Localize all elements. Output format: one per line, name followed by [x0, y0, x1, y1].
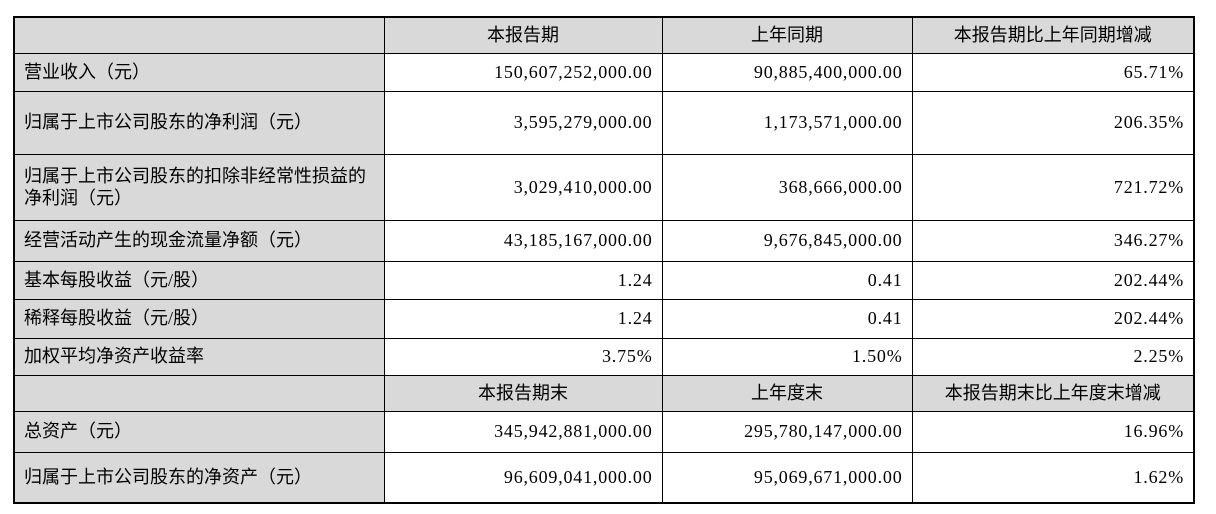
metric-row-net-profit-excl-nonrecurring: 归属于上市公司股东的扣除非经常性损益的净利润（元） 3,029,410,000.… [13, 153, 1195, 221]
metric-row-basic-eps: 基本每股收益（元/股） 1.24 0.41 202.44% [13, 260, 1195, 300]
change-value: 16.96% [911, 410, 1195, 453]
current-period-end-value: 96,609,041,000.00 [383, 451, 663, 504]
change-value: 721.72% [911, 153, 1195, 221]
change-value: 65.71% [911, 52, 1195, 92]
change-value: 206.35% [911, 90, 1195, 155]
metric-label: 归属于上市公司股东的扣除非经常性损益的净利润（元） [13, 153, 385, 221]
prior-period-value: 9,676,845,000.00 [661, 219, 913, 262]
metric-label: 归属于上市公司股东的净资产（元） [13, 451, 385, 504]
blank-header-cell [13, 374, 385, 412]
prior-period-value: 1,173,571,000.00 [661, 90, 913, 155]
current-period-value: 150,607,252,000.00 [383, 52, 663, 92]
period-end-change-header: 本报告期末比上年度末增减 [911, 374, 1195, 412]
prior-period-header: 上年同期 [661, 16, 913, 54]
prior-year-end-value: 95,069,671,000.00 [661, 451, 913, 504]
change-value: 1.62% [911, 451, 1195, 504]
metric-row-revenue: 营业收入（元） 150,607,252,000.00 90,885,400,00… [13, 52, 1195, 92]
metric-row-weighted-avg-roe: 加权平均净资产收益率 3.75% 1.50% 2.25% [13, 337, 1195, 376]
prior-year-end-header: 上年度末 [661, 374, 913, 412]
prior-year-end-value: 295,780,147,000.00 [661, 410, 913, 453]
metric-row-operating-cash-flow: 经营活动产生的现金流量净额（元） 43,185,167,000.00 9,676… [13, 219, 1195, 262]
prior-period-value: 368,666,000.00 [661, 153, 913, 221]
period-header-row: 本报告期 上年同期 本报告期比上年同期增减 [13, 16, 1195, 54]
prior-period-value: 0.41 [661, 298, 913, 339]
change-value: 202.44% [911, 298, 1195, 339]
current-period-value: 1.24 [383, 260, 663, 300]
metric-row-diluted-eps: 稀释每股收益（元/股） 1.24 0.41 202.44% [13, 298, 1195, 339]
metric-label: 加权平均净资产收益率 [13, 337, 385, 376]
change-value: 202.44% [911, 260, 1195, 300]
current-period-end-header: 本报告期末 [383, 374, 663, 412]
metric-label: 营业收入（元） [13, 52, 385, 92]
period-change-header: 本报告期比上年同期增减 [911, 16, 1195, 54]
metric-row-total-assets: 总资产（元） 345,942,881,000.00 295,780,147,00… [13, 410, 1195, 453]
prior-period-value: 90,885,400,000.00 [661, 52, 913, 92]
metric-label: 归属于上市公司股东的净利润（元） [13, 90, 385, 155]
current-period-value: 3.75% [383, 337, 663, 376]
current-period-end-value: 345,942,881,000.00 [383, 410, 663, 453]
financial-summary-table: 本报告期 上年同期 本报告期比上年同期增减 营业收入（元） 150,607,25… [13, 16, 1195, 504]
current-period-value: 43,185,167,000.00 [383, 219, 663, 262]
blank-header-cell [13, 16, 385, 54]
current-period-value: 3,029,410,000.00 [383, 153, 663, 221]
change-value: 2.25% [911, 337, 1195, 376]
metric-label: 总资产（元） [13, 410, 385, 453]
metric-label: 稀释每股收益（元/股） [13, 298, 385, 339]
change-value: 346.27% [911, 219, 1195, 262]
metric-label: 经营活动产生的现金流量净额（元） [13, 219, 385, 262]
prior-period-value: 1.50% [661, 337, 913, 376]
period-end-header-row: 本报告期末 上年度末 本报告期末比上年度末增减 [13, 374, 1195, 412]
prior-period-value: 0.41 [661, 260, 913, 300]
metric-row-net-profit: 归属于上市公司股东的净利润（元） 3,595,279,000.00 1,173,… [13, 90, 1195, 155]
metric-label: 基本每股收益（元/股） [13, 260, 385, 300]
current-period-value: 1.24 [383, 298, 663, 339]
metric-row-net-assets: 归属于上市公司股东的净资产（元） 96,609,041,000.00 95,06… [13, 451, 1195, 504]
current-period-header: 本报告期 [383, 16, 663, 54]
current-period-value: 3,595,279,000.00 [383, 90, 663, 155]
